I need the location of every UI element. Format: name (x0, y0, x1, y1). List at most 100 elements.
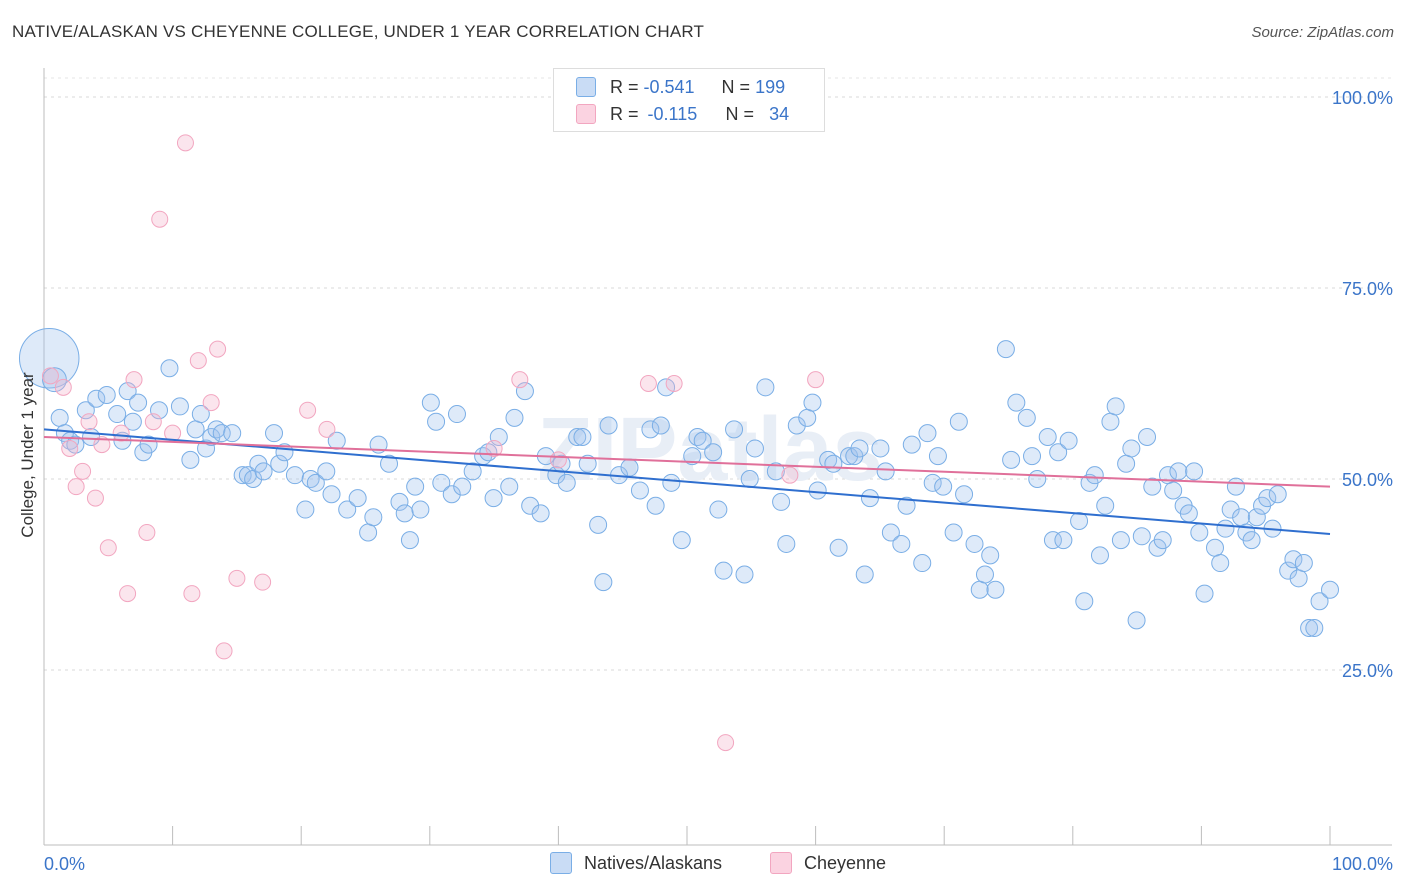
natives-point (594, 573, 613, 592)
cheyenne-point (202, 394, 220, 412)
natives-point (578, 454, 597, 473)
natives-point (1164, 481, 1183, 500)
natives-point (1059, 431, 1078, 450)
grid-lines (44, 77, 1392, 671)
natives-point (484, 489, 503, 508)
cheyenne-point (125, 371, 143, 389)
x-tick-label: 100.0% (1332, 854, 1393, 874)
natives-point (1106, 397, 1125, 416)
natives-point (1127, 611, 1146, 630)
natives-point (489, 427, 508, 446)
natives-point (212, 424, 231, 443)
cheyenne-legend-label: Cheyenne (804, 852, 887, 873)
natives-point (359, 523, 378, 542)
natives-point (317, 462, 336, 481)
natives-trend-line (43, 428, 1331, 536)
cheyenne-point (151, 210, 169, 228)
cheyenne-point (61, 439, 79, 457)
natives-r-value: -0.541 (643, 76, 695, 97)
natives-point (1232, 508, 1251, 527)
natives-point (1085, 466, 1104, 485)
natives-point (745, 439, 764, 458)
natives-legend-label: Natives/Alaskans (584, 852, 723, 873)
natives-point (949, 412, 968, 431)
cheyenne-point (781, 466, 799, 484)
natives-point (1070, 512, 1089, 531)
cheyenne-point (228, 569, 246, 587)
natives-point (704, 443, 723, 462)
natives-point (944, 523, 963, 542)
natives-point (1017, 408, 1036, 427)
cheyenne-point (485, 439, 503, 457)
natives-point (662, 473, 681, 492)
natives-point (191, 405, 210, 424)
natives-point (803, 393, 822, 412)
natives-point (620, 458, 639, 477)
natives-point (986, 580, 1005, 599)
cheyenne-point (67, 478, 85, 496)
chart-title: NATIVE/ALASKAN VS CHEYENNE COLLEGE, UNDE… (12, 22, 705, 41)
natives-point (1190, 523, 1209, 542)
natives-point (630, 481, 649, 500)
natives-point (118, 382, 137, 401)
natives-n-value: 199 (755, 76, 786, 97)
natives-point (808, 481, 827, 500)
cheyenne-point (183, 585, 201, 603)
cheyenne-n-value: 34 (769, 103, 790, 124)
cheyenne-point (144, 413, 162, 431)
natives-point (129, 393, 148, 412)
natives-point (1305, 618, 1324, 637)
natives-point (1284, 550, 1303, 569)
cheyenne-point (215, 642, 233, 660)
natives-point (892, 534, 911, 553)
natives-point (766, 462, 785, 481)
natives-point (902, 435, 921, 454)
natives-point (1132, 527, 1151, 546)
natives-point (270, 454, 289, 473)
natives-point (1247, 508, 1266, 527)
natives-point (923, 473, 942, 492)
natives-point (855, 565, 874, 584)
cheyenne-point (807, 371, 825, 389)
legend-row-cheyenne: R = -0.115 N = 34 (576, 101, 789, 127)
natives-point (975, 565, 994, 584)
cheyenne-point (511, 371, 529, 389)
legend-row-natives: R = -0.541 N = 199 (576, 74, 785, 100)
natives-point (881, 523, 900, 542)
natives-points (18, 328, 1339, 637)
natives-point (348, 489, 367, 508)
natives-point (364, 508, 383, 527)
natives-point (505, 408, 524, 427)
y-axis-label: College, Under 1 year (18, 372, 37, 538)
natives-point (1054, 531, 1073, 550)
natives-point (1211, 554, 1230, 573)
natives-point (1289, 569, 1308, 588)
natives-point (447, 405, 466, 424)
natives-point (756, 378, 775, 397)
natives-point (787, 416, 806, 435)
natives-point (1310, 592, 1329, 611)
y-tick-label: 25.0% (1342, 661, 1393, 681)
natives-point (1268, 485, 1287, 504)
natives-point (296, 500, 315, 519)
cheyenne-point (189, 352, 207, 370)
natives-point (1169, 462, 1188, 481)
y-tick-label: 75.0% (1342, 279, 1393, 299)
natives-point (400, 531, 419, 550)
legend-r-label: R = (610, 103, 639, 124)
natives-point (725, 420, 744, 439)
natives-point (406, 477, 425, 496)
natives-point (1195, 584, 1214, 603)
natives-point (515, 382, 534, 401)
natives-point (918, 424, 937, 443)
natives-point (913, 554, 932, 573)
y-tick-label: 50.0% (1342, 470, 1393, 490)
axes (43, 68, 1392, 846)
natives-point (1258, 489, 1277, 508)
natives-point (87, 389, 106, 408)
natives-point (338, 500, 357, 519)
natives-point (186, 420, 205, 439)
source-note: Source: ZipAtlas.com (1251, 24, 1394, 41)
natives-point (160, 359, 179, 378)
